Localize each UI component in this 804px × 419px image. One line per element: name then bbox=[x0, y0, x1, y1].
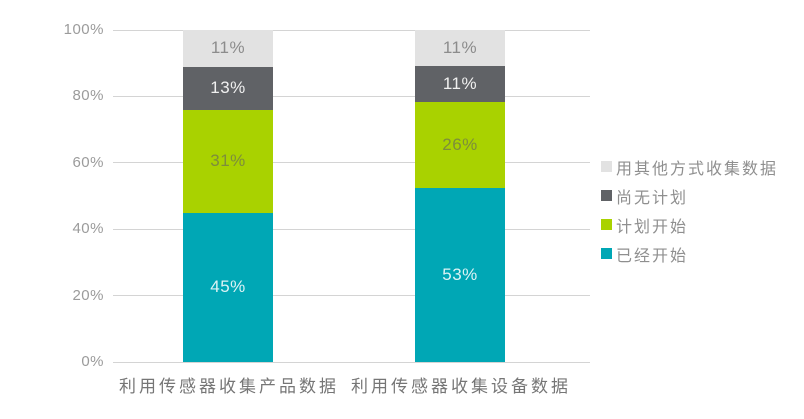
gridline bbox=[113, 95, 590, 97]
bar-segment: 45% bbox=[183, 212, 273, 362]
segment-value-label: 53% bbox=[442, 264, 478, 284]
y-axis-tick-label: 100% bbox=[63, 21, 104, 38]
bar-segment: 26% bbox=[415, 102, 505, 188]
gridline bbox=[113, 29, 590, 31]
segment-value-label: 13% bbox=[210, 78, 246, 98]
legend-swatch-icon bbox=[601, 248, 612, 259]
gridline bbox=[113, 228, 590, 230]
segment-value-label: 31% bbox=[210, 151, 246, 171]
legend-label: 用其他方式收集数据 bbox=[616, 160, 779, 178]
bar-segment: 11% bbox=[183, 30, 273, 67]
bar-segment: 11% bbox=[415, 30, 505, 67]
legend-swatch-icon bbox=[601, 219, 612, 230]
y-axis-tick-label: 40% bbox=[72, 220, 104, 238]
y-axis-tick-label: 20% bbox=[72, 286, 104, 304]
segment-value-label: 11% bbox=[442, 74, 478, 94]
legend-label: 计划开始 bbox=[616, 218, 689, 236]
segment-value-label: 45% bbox=[210, 277, 246, 297]
bar-segment: 13% bbox=[183, 66, 273, 110]
x-axis-category-label: 利用传感器收集产品数据 bbox=[119, 377, 339, 396]
legend-item: 用其他方式收集数据 bbox=[601, 152, 778, 181]
legend-swatch-icon bbox=[601, 190, 612, 201]
segment-value-label: 26% bbox=[442, 135, 478, 155]
x-axis-category-label: 利用传感器收集设备数据 bbox=[351, 377, 571, 396]
bar-product-data: 45% 31% 13% 11% bbox=[183, 30, 273, 362]
legend-label: 已经开始 bbox=[616, 247, 689, 265]
y-axis-tick-label: 0% bbox=[81, 353, 104, 370]
y-axis-tick-label: 80% bbox=[72, 87, 104, 105]
legend: 用其他方式收集数据 尚无计划计划开始已经开始 bbox=[601, 152, 778, 268]
bar-segment: 11% bbox=[415, 66, 505, 103]
bar-segment: 31% bbox=[183, 109, 273, 213]
segment-value-label: 11% bbox=[442, 38, 478, 58]
gridline bbox=[113, 295, 590, 297]
bar-segment: 53% bbox=[415, 187, 505, 362]
legend-item: 尚无计划 bbox=[601, 181, 778, 210]
gridline bbox=[113, 361, 590, 363]
y-axis-tick-label: 60% bbox=[72, 153, 104, 171]
legend-item: 计划开始 bbox=[601, 210, 778, 239]
gridline bbox=[113, 162, 590, 164]
segment-value-label: 11% bbox=[210, 38, 246, 58]
bar-equipment-data: 53% 26% 11% 11% bbox=[415, 30, 505, 362]
legend-swatch-icon bbox=[601, 161, 612, 172]
legend-label: 尚无计划 bbox=[616, 189, 689, 207]
legend-item: 已经开始 bbox=[601, 239, 778, 268]
